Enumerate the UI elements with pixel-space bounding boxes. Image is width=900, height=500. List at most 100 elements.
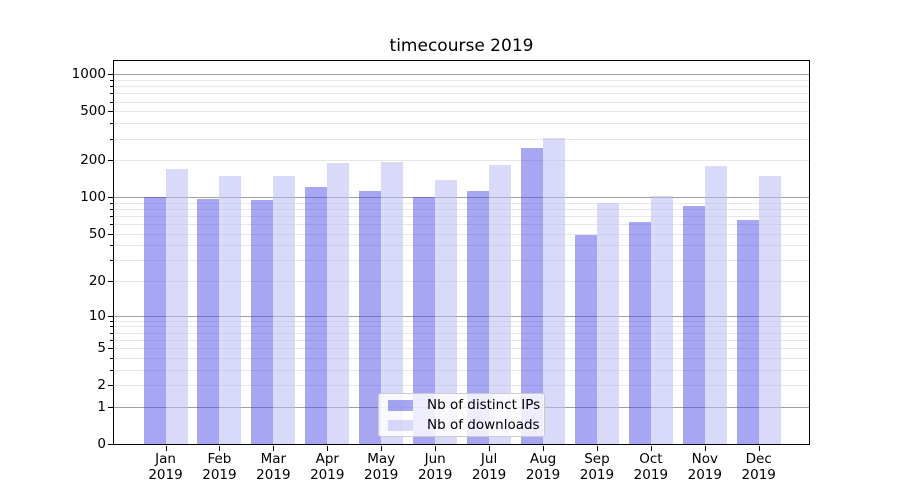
bar-ips-jul [467, 191, 490, 444]
y-tick-mark [108, 111, 113, 113]
y-minor-tick-mark [110, 93, 113, 95]
x-tick-mark [327, 446, 329, 451]
gridline-minor [114, 260, 809, 262]
gridline-minor [114, 385, 809, 387]
chart-title: timecourse 2019 [389, 36, 534, 56]
x-tick-label: Mar 2019 [256, 451, 291, 483]
y-tick-mark [108, 348, 113, 350]
y-minor-tick-mark [110, 86, 113, 88]
y-minor-tick-mark [110, 339, 113, 341]
x-tick-mark [165, 446, 167, 451]
y-minor-tick-mark [110, 138, 113, 140]
x-tick-mark [543, 446, 544, 451]
y-minor-tick-mark [110, 260, 113, 262]
bar-ips-apr [305, 187, 328, 444]
bar-ips-jan [143, 197, 166, 444]
legend-item-downloads: Nb of downloads [388, 417, 540, 433]
bar-ips-jun [413, 197, 436, 444]
gridline-minor [114, 320, 809, 322]
gridline-minor [114, 369, 809, 371]
gridline-minor [114, 357, 809, 359]
y-tick-mark [108, 74, 113, 76]
y-minor-tick-mark [110, 80, 113, 82]
gridline-minor [114, 80, 809, 82]
x-tick-mark [219, 446, 221, 451]
y-minor-tick-mark [110, 101, 113, 103]
x-tick-mark [273, 446, 275, 451]
y-tick-label: 20 [88, 273, 106, 290]
y-tick-mark [108, 406, 113, 408]
gridline-minor [114, 138, 809, 140]
y-tick-label: 500 [80, 103, 106, 120]
gridline-minor [114, 245, 809, 247]
y-tick-label: 2 [97, 377, 106, 394]
y-tick-label: 1000 [71, 66, 106, 83]
legend-label-downloads: Nb of downloads [427, 417, 540, 433]
y-minor-tick-mark [110, 369, 113, 371]
legend-item-distinct-ips: Nb of distinct IPs [388, 397, 540, 413]
y-tick-mark [108, 160, 113, 162]
x-tick-label: Dec 2019 [741, 451, 776, 483]
y-tick-mark [108, 315, 113, 317]
x-tick-mark [596, 446, 598, 451]
bar-downloads-may [381, 161, 404, 444]
bar-ips-aug [521, 148, 543, 444]
y-tick-label: 0 [97, 436, 106, 452]
bar-downloads-jun [435, 180, 458, 444]
y-minor-tick-mark [110, 320, 113, 322]
gridline-minor [114, 160, 809, 162]
bar-downloads-mar [273, 176, 296, 444]
gridline-minor [114, 233, 809, 235]
y-minor-tick-mark [110, 224, 113, 226]
y-tick-label: 100 [80, 189, 106, 206]
plot-area [113, 60, 810, 445]
gridline-minor [114, 339, 809, 341]
x-tick-label: Oct 2019 [633, 451, 669, 483]
y-minor-tick-mark [110, 332, 113, 334]
legend-swatch-downloads-icon [388, 419, 413, 431]
x-tick-label: May 2019 [364, 451, 399, 483]
bar-downloads-apr [327, 163, 350, 444]
bar-downloads-nov [704, 166, 727, 444]
gridline-minor [114, 215, 809, 217]
bar-ips-oct [628, 222, 651, 444]
y-minor-tick-mark [110, 208, 113, 210]
y-minor-tick-mark [110, 202, 113, 204]
bar-downloads-oct [650, 195, 673, 444]
y-tick-label: 5 [97, 340, 106, 357]
gridline-minor [114, 348, 809, 350]
gridline-major [114, 74, 809, 76]
x-tick-label: Jun 2019 [417, 451, 453, 483]
bar-ips-mar [251, 200, 274, 444]
gridline-major [114, 315, 809, 317]
y-minor-tick-mark [110, 215, 113, 217]
x-tick-label: Jan 2019 [148, 451, 183, 483]
x-tick-label: Aug 2019 [525, 451, 561, 483]
gridline-minor [114, 86, 809, 88]
gridline-minor [114, 111, 809, 113]
bar-downloads-dec [758, 175, 781, 444]
y-tick-mark [108, 197, 113, 199]
gridline-minor [114, 332, 809, 334]
x-tick-mark [489, 446, 491, 451]
gridline-minor [114, 123, 809, 125]
bar-ips-nov [682, 205, 705, 444]
gridline-minor [114, 202, 809, 204]
bar-downloads-sep [596, 203, 619, 444]
gridline-major [114, 197, 809, 199]
y-tick-mark [108, 281, 113, 283]
x-tick-mark [758, 446, 760, 451]
bar-downloads-jul [489, 165, 512, 444]
gridline-minor [114, 101, 809, 103]
x-tick-mark [435, 446, 437, 451]
y-tick-label: 1 [97, 398, 106, 415]
y-minor-tick-mark [110, 123, 113, 125]
x-tick-label: Sep 2019 [579, 451, 615, 483]
x-tick-label: Apr 2019 [310, 451, 345, 483]
bar-downloads-jan [165, 168, 188, 444]
x-tick-mark [704, 446, 706, 451]
gridline-minor [114, 224, 809, 226]
x-tick-label: Nov 2019 [687, 451, 722, 483]
y-minor-tick-mark [110, 326, 113, 328]
y-tick-mark [108, 233, 113, 235]
